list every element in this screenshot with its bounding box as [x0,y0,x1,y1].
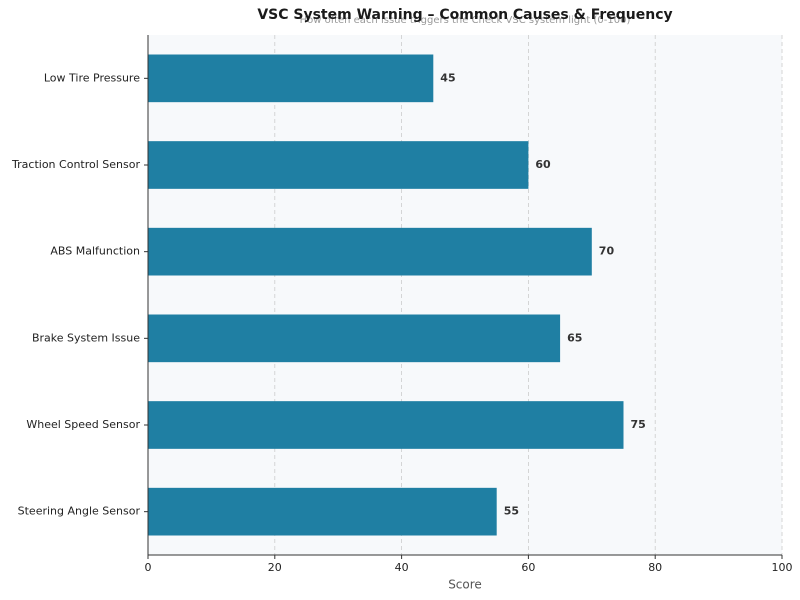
value-label: 75 [631,418,646,431]
value-label: 60 [535,158,551,171]
y-tick-label: Steering Angle Sensor [18,505,141,518]
plot-area [148,35,782,555]
x-axis-label: Score [448,578,482,592]
chart-subtitle: How often each issue triggers the Check … [300,15,631,26]
y-tick-label: Traction Control Sensor [11,158,140,171]
value-label: 45 [440,71,455,84]
bar [148,314,561,363]
value-label: 65 [567,331,582,344]
y-tick-label: Low Tire Pressure [44,71,140,84]
x-tick-label: 80 [648,561,662,574]
y-tick-label: Brake System Issue [32,331,140,344]
x-tick-label: 40 [395,561,409,574]
bar [148,227,592,276]
x-tick-label: 60 [521,561,535,574]
bar [148,401,624,449]
x-tick-label: 100 [772,561,793,574]
chart-title: VSC System Warning – Common Causes & Fre… [257,7,672,23]
bar [148,54,434,103]
x-tick-label: 0 [145,561,152,574]
y-tick-label: ABS Malfunction [50,245,140,258]
value-label: 70 [599,245,615,258]
x-tick-label: 20 [268,561,282,574]
bar [148,487,497,536]
value-label: 55 [504,505,519,518]
y-tick-label: Wheel Speed Sensor [26,418,140,431]
bar [148,141,529,189]
